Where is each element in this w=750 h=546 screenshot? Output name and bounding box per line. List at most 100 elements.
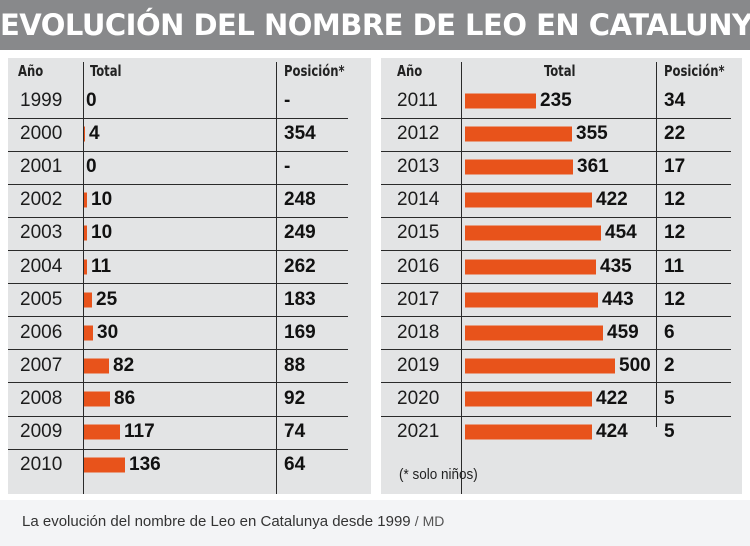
row-divider	[381, 117, 731, 119]
total-value-label: 25	[96, 288, 118, 310]
total-value-label: 136	[129, 454, 161, 476]
year-label: 2010	[20, 454, 63, 476]
total-bar	[84, 325, 93, 341]
position-value: 11	[664, 255, 685, 277]
row-divider	[8, 415, 348, 417]
position-value: 22	[664, 123, 686, 145]
total-bar	[84, 457, 125, 473]
row-divider	[381, 283, 731, 285]
left-table-panel: Año Total Posición* 1999 0 - 2000 4 354 2001 0 -…	[8, 58, 371, 494]
row-divider	[8, 382, 348, 384]
total-bar	[84, 192, 87, 208]
total-value-label: 82	[113, 354, 135, 376]
total-value-label: 424	[596, 421, 628, 442]
total-bar	[465, 93, 536, 109]
caption-bar: La evolución del nombre de Leo en Catalu…	[0, 500, 750, 546]
total-value-label: 355	[576, 123, 608, 145]
row-divider	[8, 183, 348, 185]
position-value: 5	[664, 421, 675, 442]
header-year: Año	[397, 62, 423, 80]
total-bar	[465, 325, 603, 341]
row-divider	[8, 448, 348, 450]
total-value-label: 0	[86, 90, 97, 111]
position-value: 5	[664, 387, 675, 409]
row-divider	[381, 250, 731, 251]
total-value-label: 11	[91, 255, 112, 277]
total-value-label: 86	[114, 387, 136, 409]
total-bar	[84, 424, 120, 440]
row-divider	[381, 183, 731, 185]
year-label: 2015	[397, 222, 440, 244]
year-label: 2004	[20, 255, 63, 277]
total-bar	[465, 159, 573, 175]
year-label: 2012	[397, 123, 440, 145]
total-bar	[84, 259, 87, 274]
total-value-label: 0	[86, 156, 97, 178]
caption: La evolución del nombre de Leo en Catalu…	[22, 513, 444, 530]
year-label: 2019	[397, 354, 440, 376]
position-value: 12	[664, 222, 686, 244]
position-value: 74	[284, 421, 306, 442]
total-bar	[84, 391, 110, 407]
year-label: 2008	[20, 387, 63, 409]
year-label: 2017	[397, 288, 440, 310]
column-divider	[656, 62, 657, 427]
position-value: 88	[284, 354, 306, 376]
row-divider	[8, 283, 348, 285]
position-value: -	[284, 90, 291, 111]
row-divider	[8, 250, 348, 251]
column-divider	[461, 62, 462, 494]
year-label: 1999	[20, 90, 63, 111]
total-bar	[465, 225, 601, 241]
total-value-label: 10	[91, 189, 113, 211]
header-total: Total	[544, 62, 576, 80]
position-value: 249	[284, 222, 316, 244]
infographic-table: Año Total Posición* 1999 0-2000 4 354 2001 0-…	[0, 50, 750, 500]
year-label: 2003	[20, 222, 63, 244]
row-divider	[8, 349, 348, 351]
total-value-label: 10	[91, 222, 113, 244]
row-divider	[8, 117, 348, 119]
position-value: 248	[284, 189, 316, 211]
total-value-label: 454	[605, 222, 637, 244]
row-divider	[381, 316, 731, 318]
year-label: 2009	[20, 421, 63, 442]
total-value-label: 235	[540, 90, 572, 111]
position-value: -	[284, 156, 291, 178]
header-position: Posición*	[284, 62, 345, 80]
total-bar	[465, 424, 592, 440]
caption-text: La evolución del nombre de Leo en Catalu…	[22, 513, 411, 530]
header-position: Posición*	[664, 62, 725, 80]
caption-source: / MD	[414, 513, 445, 529]
infographic-title: EVOLUCIÓN DEL NOMBRE DE LEO EN CATALUNYA	[0, 0, 750, 50]
year-label: 2016	[397, 255, 440, 277]
year-label: 2000	[20, 123, 63, 145]
year-label: 2020	[397, 387, 440, 409]
year-label: 2006	[20, 321, 63, 343]
total-bar	[84, 292, 92, 308]
total-value-label: 422	[596, 189, 628, 211]
total-bar	[465, 358, 615, 374]
year-label: 2018	[397, 321, 440, 343]
total-bar	[465, 126, 572, 142]
position-value: 183	[284, 288, 316, 310]
year-label: 2001	[20, 156, 63, 178]
position-value: 34	[664, 90, 686, 111]
year-label: 2021	[397, 421, 440, 442]
column-divider	[83, 62, 84, 494]
total-bar	[465, 259, 596, 274]
row-divider	[381, 216, 731, 218]
position-value: 64	[284, 454, 306, 476]
total-value-label: 435	[600, 255, 632, 277]
row-divider	[381, 382, 731, 384]
position-value: 12	[664, 189, 686, 211]
row-divider	[8, 216, 348, 218]
position-value: 6	[664, 321, 675, 343]
total-value-label: 361	[577, 156, 609, 178]
position-value: 17	[664, 156, 686, 178]
year-label: 2005	[20, 288, 63, 310]
position-value: 92	[284, 387, 306, 409]
position-value: 262	[284, 255, 316, 277]
position-value: 169	[284, 321, 316, 343]
position-value: 12	[664, 288, 686, 310]
